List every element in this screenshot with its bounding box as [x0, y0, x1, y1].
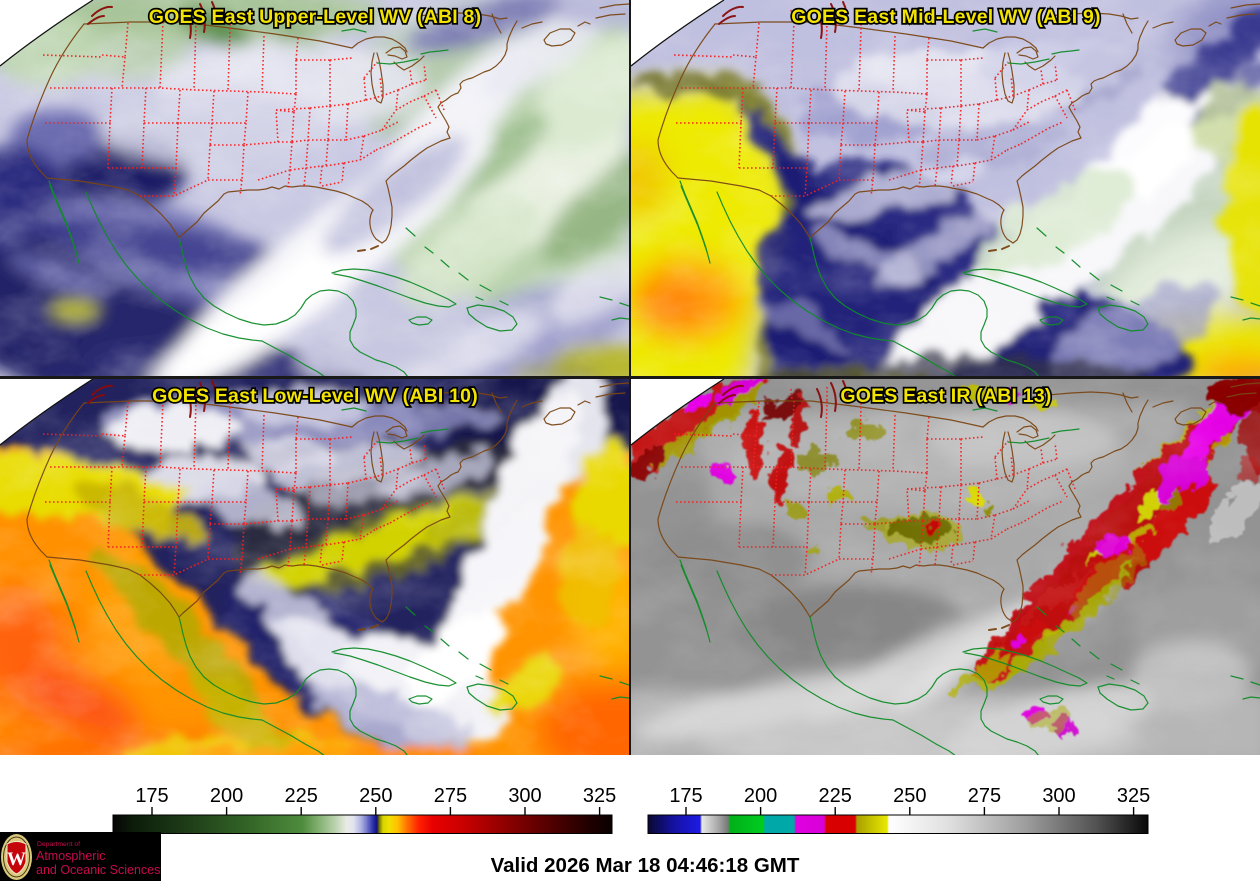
svg-text:GOES East Upper-Level WV (ABI: GOES East Upper-Level WV (ABI 8) — [149, 6, 482, 28]
svg-text:GOES East Low-Level WV (ABI 10: GOES East Low-Level WV (ABI 10) — [152, 385, 478, 407]
svg-text:325: 325 — [583, 785, 616, 807]
svg-text:W: W — [7, 849, 26, 870]
svg-text:300: 300 — [508, 785, 541, 807]
svg-text:275: 275 — [434, 785, 467, 807]
svg-text:175: 175 — [669, 785, 702, 807]
svg-text:175: 175 — [135, 785, 168, 807]
svg-text:and Oceanic Sciences: and Oceanic Sciences — [36, 863, 160, 877]
svg-text:200: 200 — [744, 785, 777, 807]
svg-text:225: 225 — [285, 785, 318, 807]
svg-text:225: 225 — [819, 785, 852, 807]
svg-text:250: 250 — [359, 785, 392, 807]
svg-text:300: 300 — [1042, 785, 1075, 807]
svg-text:Department of: Department of — [37, 841, 80, 848]
svg-text:Atmospheric: Atmospheric — [36, 849, 105, 863]
svg-text:GOES East Mid-Level WV (ABI 9): GOES East Mid-Level WV (ABI 9) — [791, 6, 1100, 28]
svg-text:Valid 2026 Mar 18 04:46:18 GMT: Valid 2026 Mar 18 04:46:18 GMT — [491, 854, 800, 877]
svg-text:250: 250 — [893, 785, 926, 807]
svg-text:200: 200 — [210, 785, 243, 807]
svg-text:GOES East IR (ABI 13): GOES East IR (ABI 13) — [840, 385, 1051, 407]
svg-text:325: 325 — [1117, 785, 1150, 807]
svg-text:275: 275 — [968, 785, 1001, 807]
